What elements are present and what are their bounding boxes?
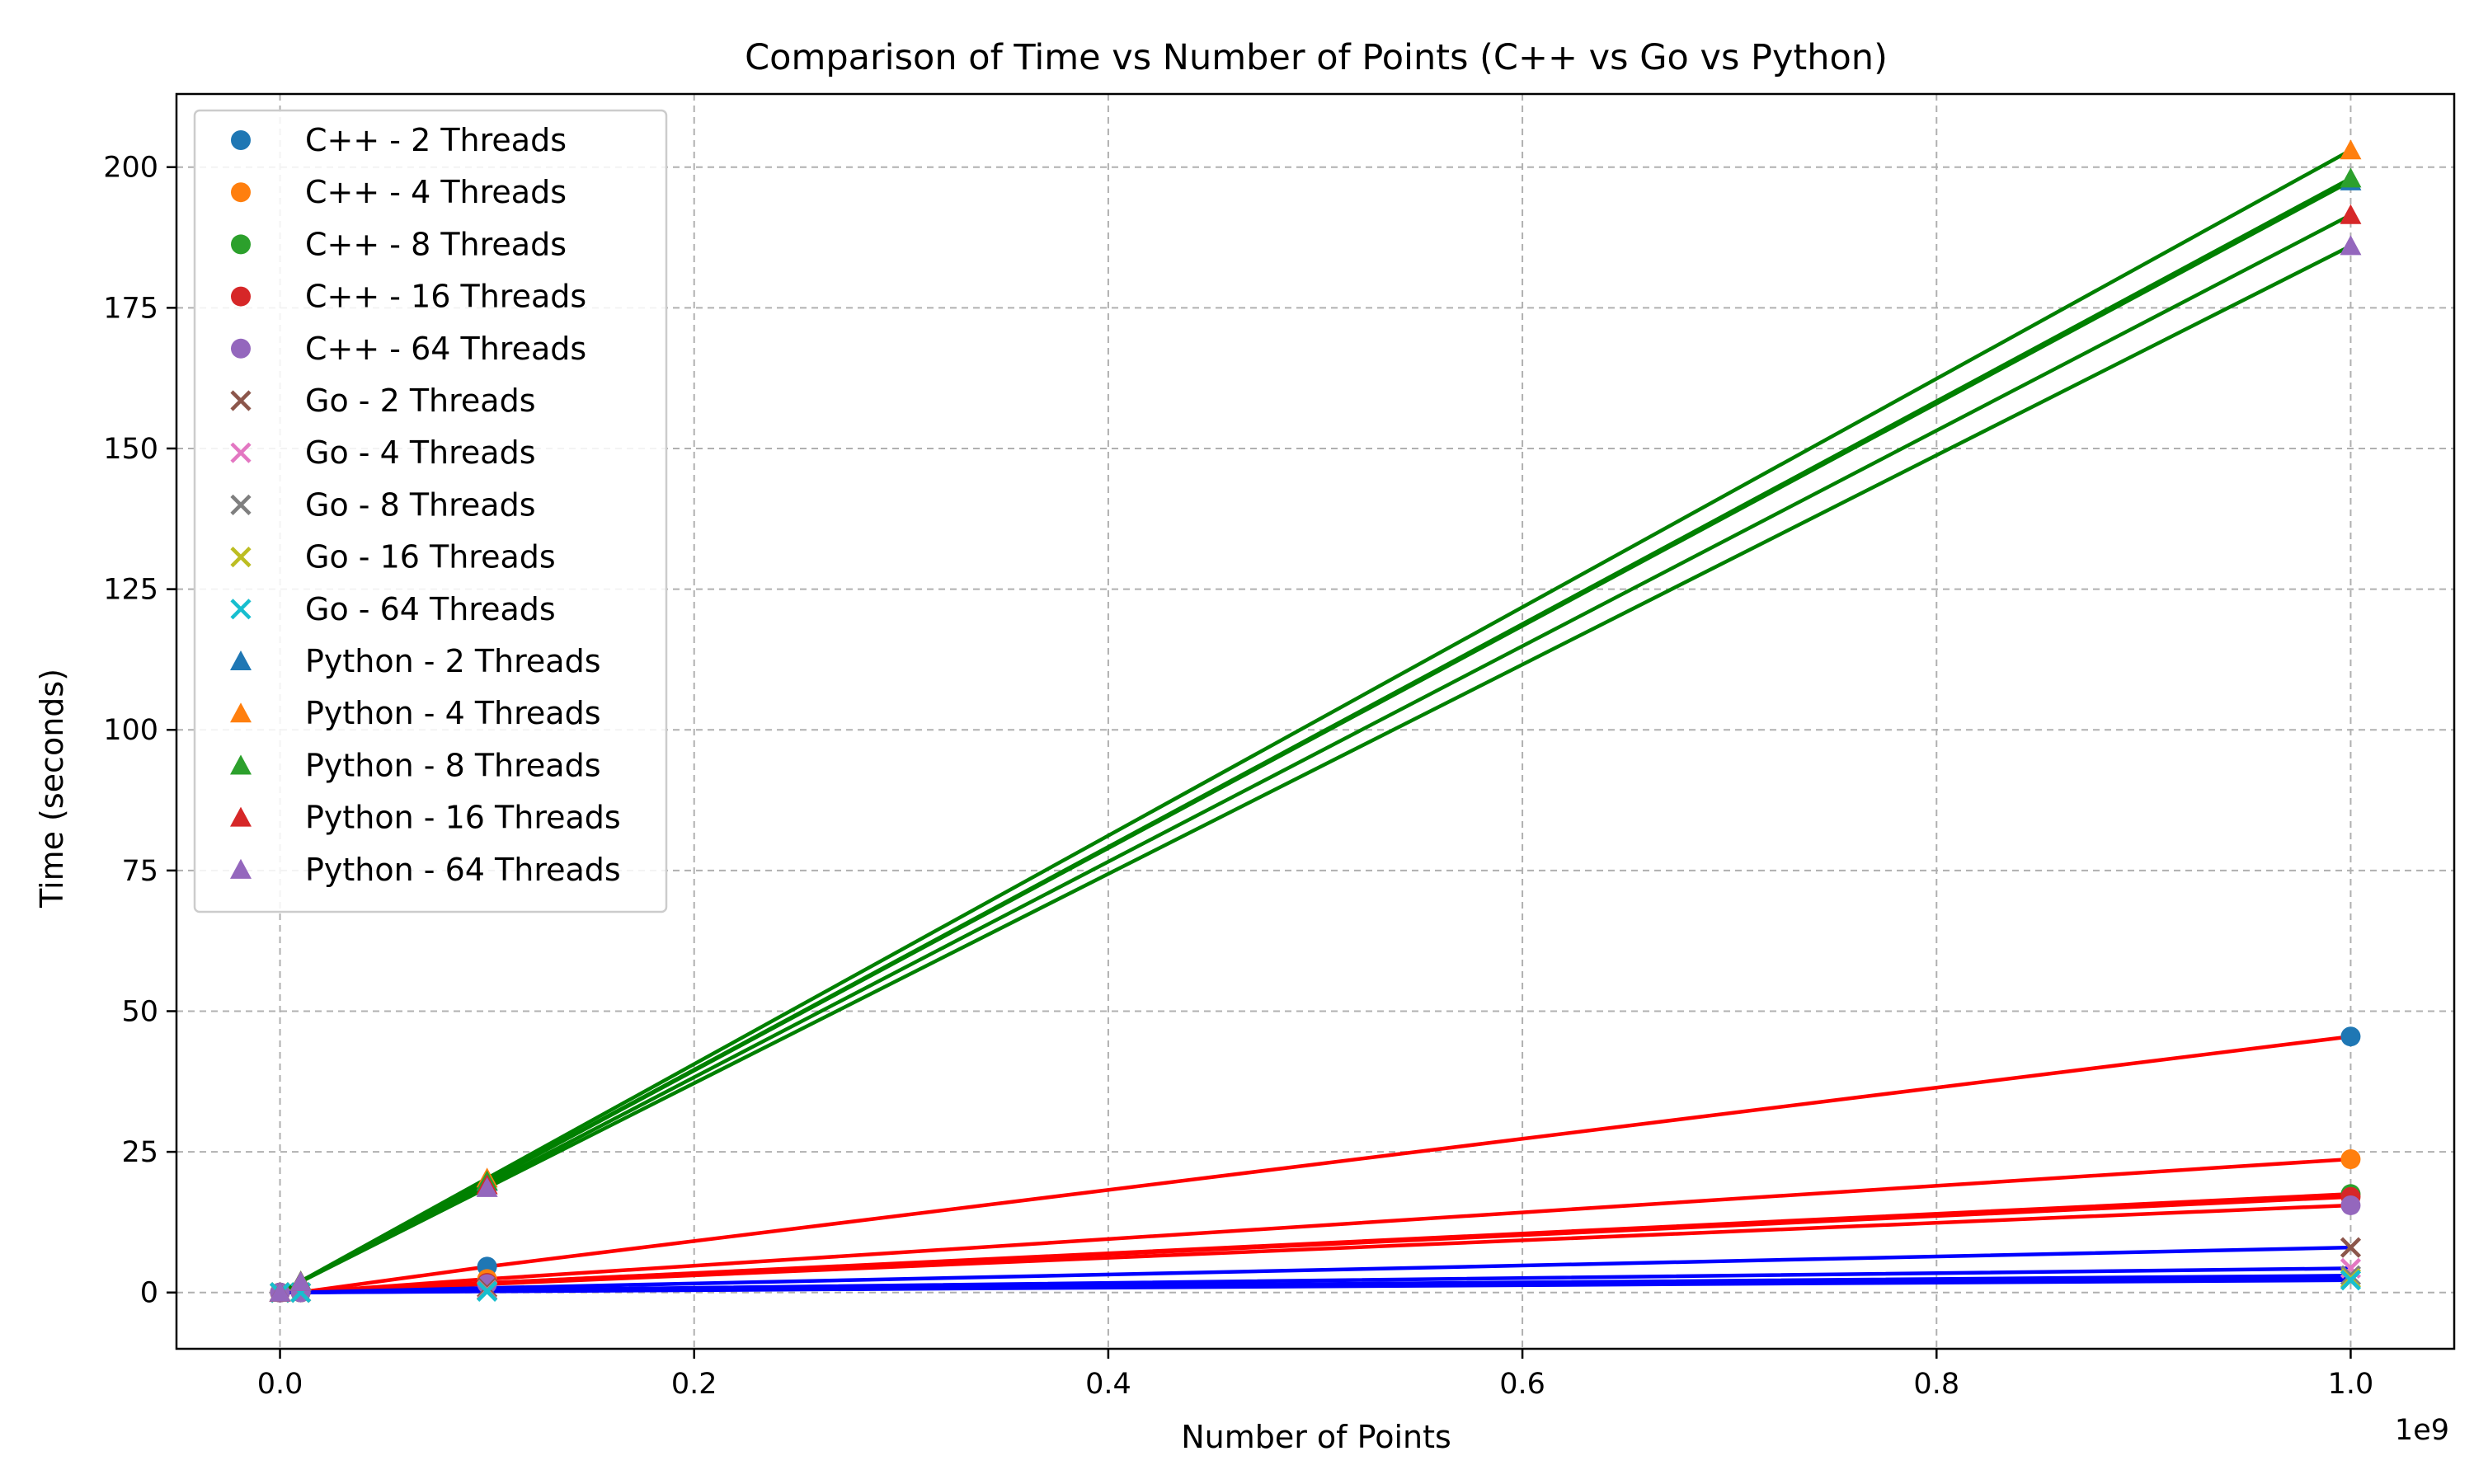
y-tick-label: 50	[121, 995, 158, 1028]
data-point	[476, 1176, 498, 1197]
y-tick-label: 75	[121, 855, 158, 888]
legend-label: Python - 8 Threads	[305, 747, 601, 783]
legend-item: C++ - 2 Threads	[231, 122, 567, 158]
legend-marker	[231, 286, 251, 307]
legend-label: Python - 64 Threads	[305, 852, 621, 888]
legend-item: Python - 8 Threads	[230, 747, 601, 783]
legend-marker	[230, 599, 252, 620]
legend-item: Python - 2 Threads	[230, 643, 601, 679]
legend-label: Go - 8 Threads	[305, 486, 536, 523]
y-axis-label: Time (seconds)	[34, 669, 70, 909]
legend-marker	[231, 338, 251, 359]
data-point	[2340, 1148, 2361, 1169]
x-tick-label: 0.0	[257, 1368, 303, 1401]
y-tick-label: 0	[140, 1277, 158, 1310]
x-tick-label: 0.8	[1913, 1368, 1959, 1401]
y-tick-label: 175	[103, 292, 158, 325]
legend-marker	[231, 130, 251, 150]
data-point	[289, 1270, 312, 1291]
legend-marker	[230, 390, 252, 411]
legend-item: Python - 16 Threads	[230, 800, 621, 836]
y-tick-label: 200	[103, 152, 158, 185]
legend-label: Python - 4 Threads	[305, 695, 601, 731]
legend-item: Go - 16 Threads	[230, 539, 556, 575]
legend-item: Go - 8 Threads	[230, 486, 536, 523]
legend-item: C++ - 4 Threads	[231, 174, 567, 210]
data-points	[269, 139, 2362, 1303]
data-point	[477, 1280, 498, 1302]
data-point	[2340, 1237, 2362, 1258]
x-tick-label: 0.6	[1499, 1368, 1545, 1401]
legend-marker	[230, 442, 252, 463]
y-tick-label: 150	[103, 433, 158, 466]
data-point	[2340, 1026, 2361, 1047]
legend-label: C++ - 8 Threads	[305, 226, 567, 262]
y-tick-label: 100	[103, 714, 158, 747]
series-line	[280, 1278, 2351, 1294]
legend-item: Go - 4 Threads	[230, 434, 536, 471]
legend-marker	[230, 494, 252, 515]
x-tick-label: 1.0	[2328, 1368, 2374, 1401]
legend-item: Go - 2 Threads	[230, 383, 536, 419]
legend-label: Go - 4 Threads	[305, 434, 536, 471]
legend-marker	[230, 806, 252, 827]
y-tick-label: 25	[121, 1136, 158, 1169]
legend-item: C++ - 64 Threads	[231, 331, 586, 367]
data-point	[2340, 167, 2362, 188]
grid-lines	[176, 94, 2454, 1349]
legend-item: Python - 64 Threads	[230, 852, 621, 888]
legend-marker	[230, 858, 252, 879]
legend-label: C++ - 64 Threads	[305, 331, 586, 367]
data-point	[269, 1281, 291, 1302]
legend-label: Go - 2 Threads	[305, 383, 536, 419]
x-tick-label: 0.4	[1085, 1368, 1131, 1401]
legend-marker	[230, 650, 252, 671]
legend-marker	[230, 702, 252, 723]
legend-label: Python - 2 Threads	[305, 643, 601, 679]
series-lines	[279, 148, 2352, 1294]
data-point	[2340, 1265, 2362, 1286]
legend-label: Go - 64 Threads	[305, 591, 556, 627]
chart-title: Comparison of Time vs Number of Points (…	[745, 37, 1888, 78]
y-tick-label: 125	[103, 574, 158, 607]
legend-item: Go - 64 Threads	[230, 591, 556, 627]
data-point	[2340, 204, 2362, 224]
x-axis-label: Number of Points	[1181, 1419, 1451, 1455]
legend-marker	[230, 754, 252, 775]
legend-box	[193, 109, 668, 913]
data-point	[2340, 235, 2362, 256]
data-point	[2340, 139, 2362, 160]
legend-label: C++ - 16 Threads	[305, 279, 586, 315]
legend-item: C++ - 8 Threads	[231, 226, 567, 262]
legend-item: C++ - 16 Threads	[231, 279, 586, 315]
legend-label: C++ - 4 Threads	[305, 174, 567, 210]
plot-frame	[175, 92, 2456, 1350]
legend-label: Python - 16 Threads	[305, 800, 621, 836]
legend-label: C++ - 2 Threads	[305, 122, 567, 158]
axis-ticks: 0.0 0.2 0.4 0.6 0.8 1.0 0 25 50 75 100 125 150 175 200	[103, 152, 2373, 1401]
legend: C++ - 2 Threads C++ - 4 Threads C++ - 8 Th…	[193, 109, 668, 913]
legend-marker	[230, 547, 252, 568]
series-line	[279, 244, 2352, 1294]
data-point	[2340, 1195, 2361, 1215]
x-tick-label: 0.2	[671, 1368, 717, 1401]
legend-item: Python - 4 Threads	[230, 695, 601, 731]
legend-marker	[231, 182, 251, 203]
data-point	[2340, 1270, 2362, 1291]
legend-marker	[231, 234, 251, 255]
legend-label: Go - 16 Threads	[305, 539, 556, 575]
x-axis-offset-label: 1e9	[2395, 1414, 2449, 1447]
